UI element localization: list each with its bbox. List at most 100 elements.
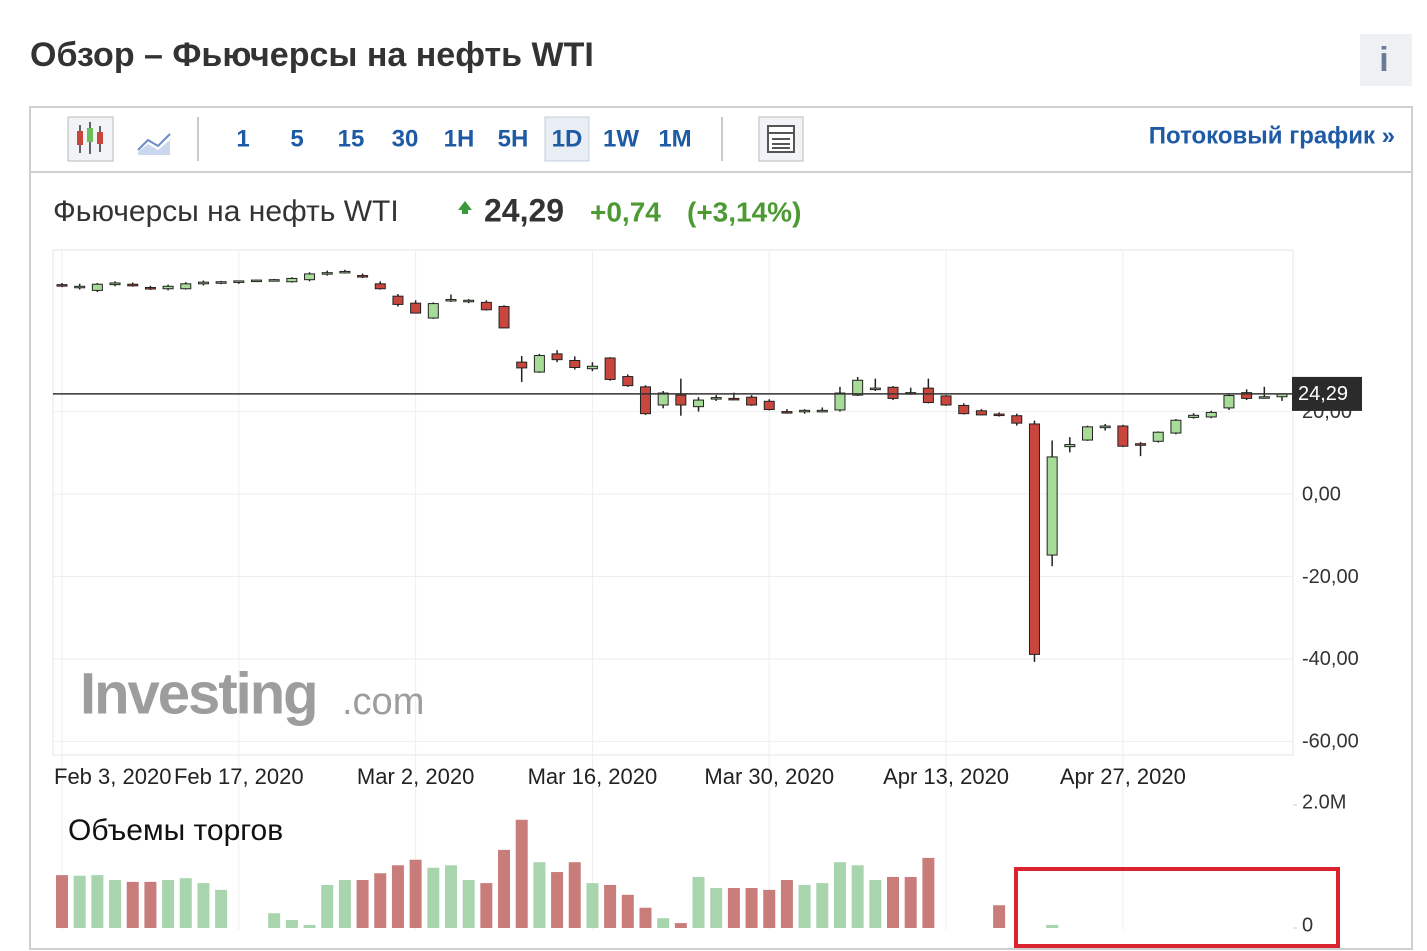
candle-body [357,275,369,278]
candle-body [1082,426,1094,441]
candle-body [728,397,740,401]
volume-bar [851,865,864,928]
table-tool[interactable] [758,116,804,162]
volume-bar [604,884,617,928]
interval-button[interactable]: 5H [498,125,529,152]
volume-bar [285,920,298,928]
candle-body [516,361,528,369]
volume-bar [338,880,351,928]
candle-tool[interactable] [67,116,114,162]
x-tick-label: Mar 30, 2020 [704,764,834,789]
candle-body [56,284,68,287]
candle-body [268,279,280,282]
interval-button[interactable]: 1 [236,125,249,152]
interval-button[interactable]: 15 [338,125,365,152]
quote-name: Фьючерсы на нефть WTI [53,195,399,228]
candle-icon-red [77,131,83,145]
candle-body [922,387,934,404]
volume-tick-label: 2.0M [1302,791,1346,813]
candle-body [215,281,227,284]
candle-body [1064,444,1076,448]
volume-bar [710,888,723,928]
candle-body [1099,425,1111,429]
candle-body [480,301,492,311]
volume-bar [56,875,68,928]
candle-body [693,399,705,408]
volume-bar [91,875,104,928]
volume-bar [144,881,157,928]
candle-body [427,303,439,319]
active-interval [544,116,590,162]
candle-body [1241,392,1253,399]
volume-bar [1046,924,1059,928]
candle-body [127,283,139,287]
plot-frame [52,249,1294,756]
candle-body [781,411,793,414]
volume-bar [657,918,670,928]
volume-bar [745,888,758,928]
line-tool[interactable] [137,133,171,151]
candle-body [1152,431,1164,442]
interval-button[interactable]: 1W [603,125,639,152]
volume-bar [462,880,475,928]
candle-body [1011,415,1023,424]
volume-bar [533,862,546,928]
volume-bar [215,889,228,928]
x-tick-label: Feb 3, 2020 [54,764,171,789]
candle-body [1188,414,1200,418]
candle-body [1223,395,1235,409]
candle-body [887,386,899,399]
candle-body [144,287,156,290]
line-tool-fill [138,140,170,155]
info-button[interactable] [1360,34,1412,86]
candle-body [622,376,634,387]
info-icon: i [1379,41,1388,79]
candle-body [852,379,864,396]
candle-body [657,392,669,406]
volume-bar [798,884,811,928]
volume-bar [73,875,86,928]
candle-body [445,298,457,302]
volume-bar [727,888,740,928]
volume-tick-label: 0 [1302,914,1313,936]
table-icon-lines [768,132,794,149]
streaming-link[interactable]: Потоковый график » [1149,122,1395,149]
candle-body [463,299,475,303]
candle-body [975,410,987,416]
volume-bar [321,884,334,928]
volume-bar [621,894,634,928]
up-arrow [458,201,472,214]
watermark-suffix: .com [342,681,424,723]
last-price-label: 24,29 [1298,383,1348,405]
candle-body [763,400,775,411]
interval-button[interactable]: 1M [658,125,691,152]
candle-body [410,302,422,314]
volume-bar [639,907,652,928]
candle-body [639,386,651,415]
volume-bar [993,905,1006,928]
interval-button[interactable]: 30 [392,125,419,152]
watermark-brand: Investing [80,661,317,726]
candle-body [604,357,616,380]
volume-bar [498,849,511,928]
volume-bar [551,872,564,928]
candle-body [675,394,687,406]
candle-icon-green [87,128,93,142]
interval-button[interactable]: 1H [444,125,475,152]
volume-bar [568,862,581,928]
volume-title: Объемы торгов [68,814,283,847]
candle-body [286,277,298,283]
candle-body [498,305,510,329]
interval-button[interactable]: 1D [552,125,583,152]
candle-body [940,395,952,406]
interval-button[interactable]: 5 [290,125,303,152]
volume-bar [763,889,776,928]
volume-bar [427,867,440,928]
volume-bar [480,883,493,928]
x-tick-label: Apr 27, 2020 [1060,764,1186,789]
candle-body [1258,396,1270,399]
candle-body [180,283,192,290]
x-tick-label: Apr 13, 2020 [883,764,1009,789]
candle-body [374,283,386,290]
